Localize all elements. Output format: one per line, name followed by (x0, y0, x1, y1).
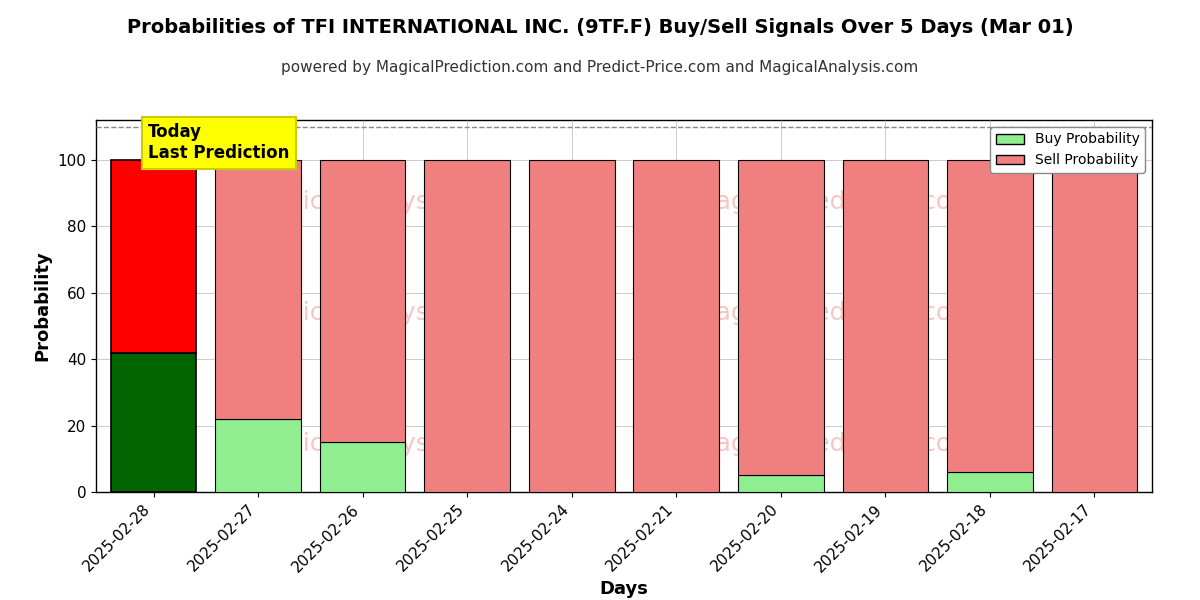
Text: MagicalPrediction.com: MagicalPrediction.com (695, 431, 976, 455)
Bar (215, 160, 301, 419)
Text: MagicalPrediction.com: MagicalPrediction.com (695, 301, 976, 325)
Bar (1051, 160, 1138, 492)
Text: MagicalPrediction.com: MagicalPrediction.com (695, 190, 976, 214)
Text: Probabilities of TFI INTERNATIONAL INC. (9TF.F) Buy/Sell Signals Over 5 Days (Ma: Probabilities of TFI INTERNATIONAL INC. … (127, 18, 1073, 37)
Bar (215, 419, 301, 492)
Text: MagicalAnalysis.com: MagicalAnalysis.com (251, 301, 511, 325)
Bar (425, 160, 510, 492)
Bar (738, 160, 823, 475)
Text: MagicalAnalysis.com: MagicalAnalysis.com (251, 431, 511, 455)
Bar (110, 352, 197, 492)
X-axis label: Days: Days (600, 580, 648, 598)
Text: Today
Last Prediction: Today Last Prediction (149, 124, 289, 162)
Legend: Buy Probability, Sell Probability: Buy Probability, Sell Probability (990, 127, 1145, 173)
Bar (738, 475, 823, 492)
Bar (529, 160, 614, 492)
Y-axis label: Probability: Probability (34, 251, 52, 361)
Bar (947, 472, 1033, 492)
Bar (319, 160, 406, 442)
Bar (842, 160, 929, 492)
Bar (110, 160, 197, 352)
Bar (319, 442, 406, 492)
Text: MagicalAnalysis.com: MagicalAnalysis.com (251, 190, 511, 214)
Text: powered by MagicalPrediction.com and Predict-Price.com and MagicalAnalysis.com: powered by MagicalPrediction.com and Pre… (281, 60, 919, 75)
Bar (634, 160, 719, 492)
Bar (947, 160, 1033, 472)
